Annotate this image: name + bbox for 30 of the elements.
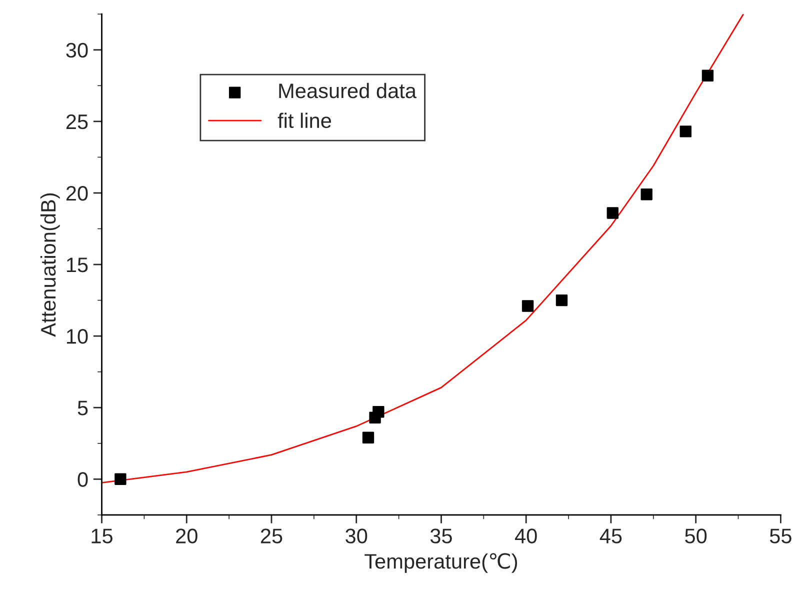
x-tick-label: 30 [346,528,368,544]
y-tick-label: 10 [66,329,88,344]
y-tick-label: 5 [78,400,88,416]
point [362,432,374,444]
point [640,188,652,200]
y-tick-label: 30 [66,42,88,58]
x-tick-label: 55 [770,528,792,544]
point [114,473,126,485]
legend-label: Measured data [279,82,416,98]
legend-label: fit line [278,112,332,128]
point [606,207,618,219]
x-tick-label: 50 [685,528,707,544]
point [680,126,692,138]
x-tick-label: 40 [514,528,537,544]
y-tick-label: 0 [78,472,88,487]
point [372,406,384,418]
x-tick-label: 15 [92,528,112,544]
point [556,294,568,306]
y-tick-label: 25 [66,114,88,130]
point [702,70,714,82]
x-axis-title: Temperature(℃) [364,553,518,573]
y-tick-label: 15 [66,258,88,272]
x-tick-label: 45 [600,528,622,544]
y-tick-label: 20 [66,186,88,201]
y-axis-title: Attenuation(dB) [40,193,60,337]
x-tick-label: 25 [260,528,282,544]
x-tick-label: 20 [176,528,198,544]
x-tick-label: 35 [430,528,452,544]
point [522,300,534,312]
line-series [102,14,744,484]
